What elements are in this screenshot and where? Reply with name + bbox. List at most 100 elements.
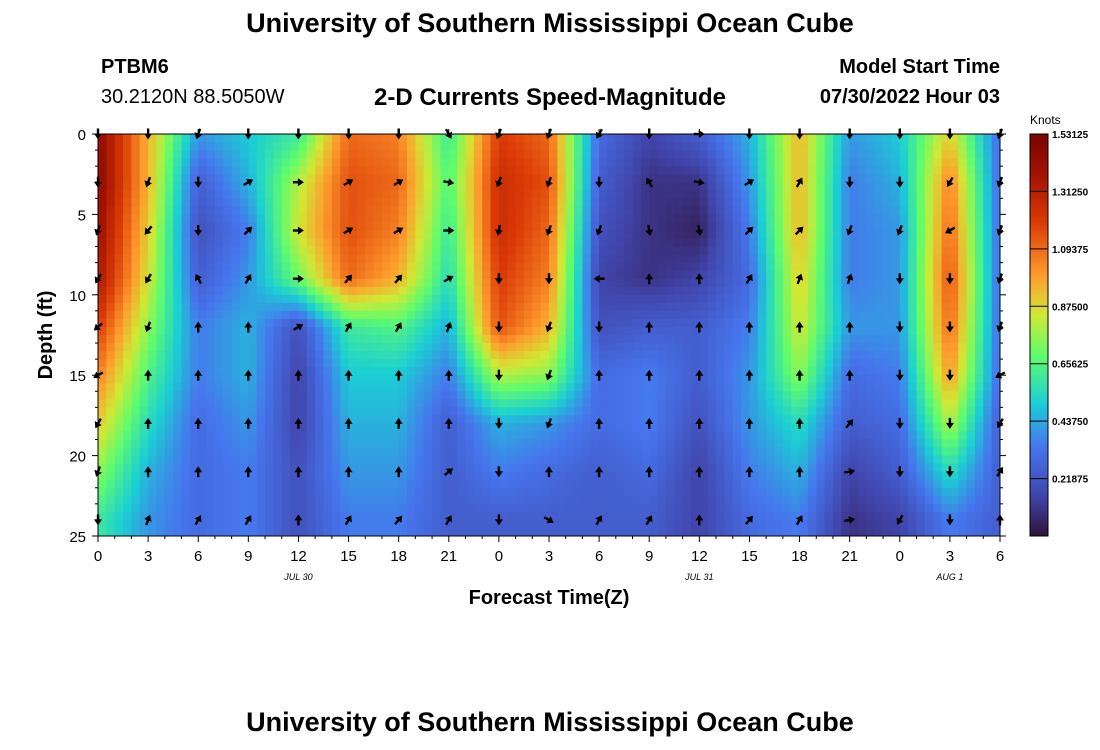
heat-cell — [565, 254, 575, 264]
heat-cell — [507, 206, 517, 215]
heat-cell — [640, 343, 650, 352]
heat-cell — [899, 190, 909, 199]
heat-cell — [381, 367, 391, 376]
heat-cell — [390, 367, 400, 376]
heat-cell — [273, 439, 283, 449]
heat-cell — [590, 158, 600, 167]
heat-cell — [523, 495, 533, 505]
heat-cell — [824, 134, 834, 143]
heat-cell — [465, 254, 475, 264]
heat-cell — [498, 270, 508, 280]
heat-cell — [832, 415, 842, 425]
heat-cell — [941, 407, 951, 416]
heat-cell — [891, 351, 901, 360]
heat-cell — [565, 246, 575, 256]
heat-cell — [148, 310, 158, 320]
heat-cell — [599, 278, 609, 288]
heat-cell — [632, 310, 642, 320]
heat-cell — [256, 262, 266, 272]
heat-cell — [941, 455, 951, 465]
heat-cell — [156, 431, 166, 441]
heat-cell — [323, 439, 333, 449]
heat-cell — [373, 246, 383, 256]
heat-cell — [774, 487, 784, 497]
heat-cell — [766, 294, 776, 304]
heat-cell — [248, 383, 258, 392]
heat-cell — [707, 439, 717, 449]
heat-cell — [816, 423, 826, 433]
heat-cell — [832, 238, 842, 248]
heat-cell — [415, 367, 425, 376]
heat-cell — [348, 230, 358, 240]
heat-cell — [148, 375, 158, 384]
heat-cell — [523, 415, 533, 425]
heat-cell — [273, 343, 283, 352]
heat-cell — [114, 383, 124, 392]
heat-cell — [615, 278, 625, 288]
heat-cell — [640, 310, 650, 320]
heat-cell — [949, 495, 959, 505]
heat-cell — [824, 198, 834, 207]
heat-cell — [899, 302, 909, 312]
heat-cell — [924, 214, 934, 224]
heat-cell — [490, 471, 500, 481]
heat-cell — [256, 367, 266, 376]
heat-cell — [373, 206, 383, 215]
heat-cell — [807, 286, 817, 296]
heat-cell — [490, 142, 500, 151]
heat-cell — [139, 174, 149, 183]
heat-cell — [390, 318, 400, 328]
heat-cell — [189, 447, 199, 457]
heat-cell — [949, 270, 959, 280]
heat-cell — [649, 423, 659, 433]
heat-cell — [974, 278, 984, 288]
heat-cell — [891, 142, 901, 151]
heat-cell — [799, 230, 809, 240]
heat-cell — [156, 495, 166, 505]
heat-cell — [991, 262, 1000, 272]
heat-cell — [498, 302, 508, 312]
heat-cell — [908, 455, 918, 465]
heat-cell — [490, 447, 500, 457]
heat-cell — [390, 238, 400, 248]
heat-cell — [732, 166, 742, 175]
heat-cell — [540, 158, 550, 167]
heat-cell — [131, 182, 141, 191]
heat-cell — [206, 198, 216, 207]
heat-cell — [323, 463, 333, 473]
heat-cell — [782, 278, 792, 288]
heat-cell — [874, 391, 884, 400]
heat-cell — [473, 431, 483, 441]
heat-cell — [331, 375, 341, 384]
heat-cell — [139, 278, 149, 288]
heat-cell — [741, 150, 751, 159]
heat-cell — [732, 246, 742, 256]
heat-cell — [557, 190, 567, 199]
heat-cell — [749, 399, 759, 408]
heat-cell — [106, 383, 116, 392]
heat-cell — [198, 278, 208, 288]
heat-cell — [933, 134, 943, 143]
heat-cell — [164, 190, 174, 199]
heat-cell — [407, 415, 416, 425]
heat-cell — [223, 214, 233, 224]
heat-cell — [624, 367, 634, 376]
heat-cell — [106, 238, 116, 248]
heat-cell — [164, 246, 174, 256]
heat-cell — [724, 238, 734, 248]
heat-cell — [181, 174, 191, 183]
heat-cell — [832, 351, 842, 360]
heat-cell — [682, 375, 692, 384]
heat-cell — [173, 431, 183, 441]
heat-cell — [958, 166, 968, 175]
heat-cell — [883, 463, 893, 473]
heat-cell — [189, 206, 199, 215]
heat-cell — [632, 174, 642, 183]
heat-cell — [139, 407, 149, 416]
heat-cell — [515, 359, 525, 368]
heat-cell — [239, 246, 249, 256]
heat-cell — [599, 142, 609, 151]
heat-cell — [223, 415, 233, 425]
heat-cell — [741, 415, 751, 425]
heat-cell — [365, 471, 375, 481]
